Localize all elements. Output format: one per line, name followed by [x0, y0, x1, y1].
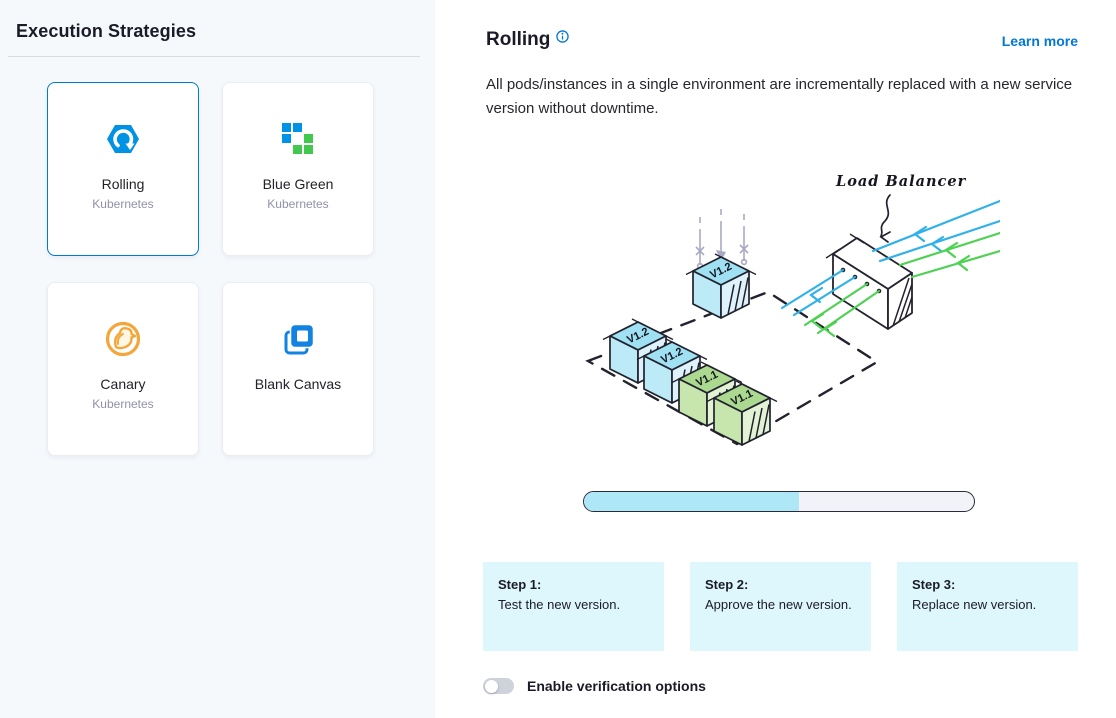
strategy-card-blank-canvas[interactable]: Blank Canvas: [222, 282, 374, 456]
strategy-detail-title: Rolling: [486, 29, 551, 50]
step-box-2: Step 2: Approve the new version.: [690, 562, 871, 651]
traffic-lines-green: [803, 231, 1002, 338]
platform-dashed-outline: [585, 290, 880, 446]
page-title: Execution Strategies: [16, 21, 197, 41]
toggle-knob: [484, 679, 498, 693]
detail-header: Rolling Learn more: [486, 29, 1078, 51]
blank-canvas-icon: [278, 319, 318, 359]
strategy-description: All pods/instances in a single environme…: [486, 76, 1073, 117]
strategy-label: Blank Canvas: [254, 376, 342, 392]
rolling-diagram-figure: V1.2 V1.2 V1.2: [560, 149, 1002, 512]
info-icon[interactable]: [556, 30, 570, 48]
progress-fill: [584, 492, 799, 511]
strategy-label: Canary: [100, 376, 146, 392]
step-description: Replace new version.: [912, 597, 1037, 612]
step-description: Approve the new version.: [705, 597, 852, 612]
version-cube: V1.2: [685, 253, 757, 319]
rollout-progress-bar: [583, 491, 975, 512]
strategy-card-blue-green[interactable]: Blue Green Kubernetes: [222, 82, 374, 256]
verification-toggle-label: Enable verification options: [527, 678, 706, 694]
blue-green-icon: [278, 119, 318, 159]
strategy-sublabel: Kubernetes: [92, 197, 154, 211]
strategy-card-rolling[interactable]: Rolling Kubernetes: [47, 82, 199, 256]
rollout-steps: Step 1: Test the new version. Step 2: Ap…: [483, 562, 1078, 651]
step-title: Step 3:: [912, 577, 956, 592]
canary-icon: [103, 319, 143, 359]
load-balancer-box: [825, 233, 913, 330]
strategy-card-canary[interactable]: Canary Kubernetes: [47, 282, 199, 456]
strategy-label: Blue Green: [262, 176, 334, 192]
verification-toggle[interactable]: [483, 678, 514, 694]
step-title: Step 1:: [498, 577, 542, 592]
step-box-1: Step 1: Test the new version.: [483, 562, 664, 651]
strategy-sublabel: Kubernetes: [267, 197, 329, 211]
rolling-deployment-diagram: V1.2 V1.2 V1.2: [585, 173, 1002, 446]
step-description: Test the new version.: [498, 597, 621, 612]
strategy-card-grid: Rolling Kubernetes Blue Green Kubernetes: [47, 82, 435, 456]
version-cube: V1.1: [706, 380, 778, 446]
divider: [8, 56, 420, 57]
version-cubes: V1.2 V1.2 V1.2: [602, 253, 778, 446]
step-title: Step 2:: [705, 577, 749, 592]
step-box-3: Step 3: Replace new version.: [897, 562, 1078, 651]
execution-strategies-panel: Execution Strategies Rolling Kubernetes: [0, 0, 435, 718]
traffic-lines-blue: [780, 199, 1002, 317]
verification-toggle-row: Enable verification options: [483, 678, 1078, 694]
strategy-detail-panel: Rolling Learn more All pods/instances in…: [435, 0, 1116, 718]
load-balancer-label: Load Balancer: [835, 173, 967, 190]
label-arrow: [879, 194, 891, 243]
learn-more-link[interactable]: Learn more: [1001, 33, 1078, 49]
deploy-wires: [695, 209, 749, 270]
rolling-update-icon: [103, 119, 143, 159]
strategy-label: Rolling: [101, 176, 145, 192]
strategy-sublabel: Kubernetes: [92, 397, 154, 411]
